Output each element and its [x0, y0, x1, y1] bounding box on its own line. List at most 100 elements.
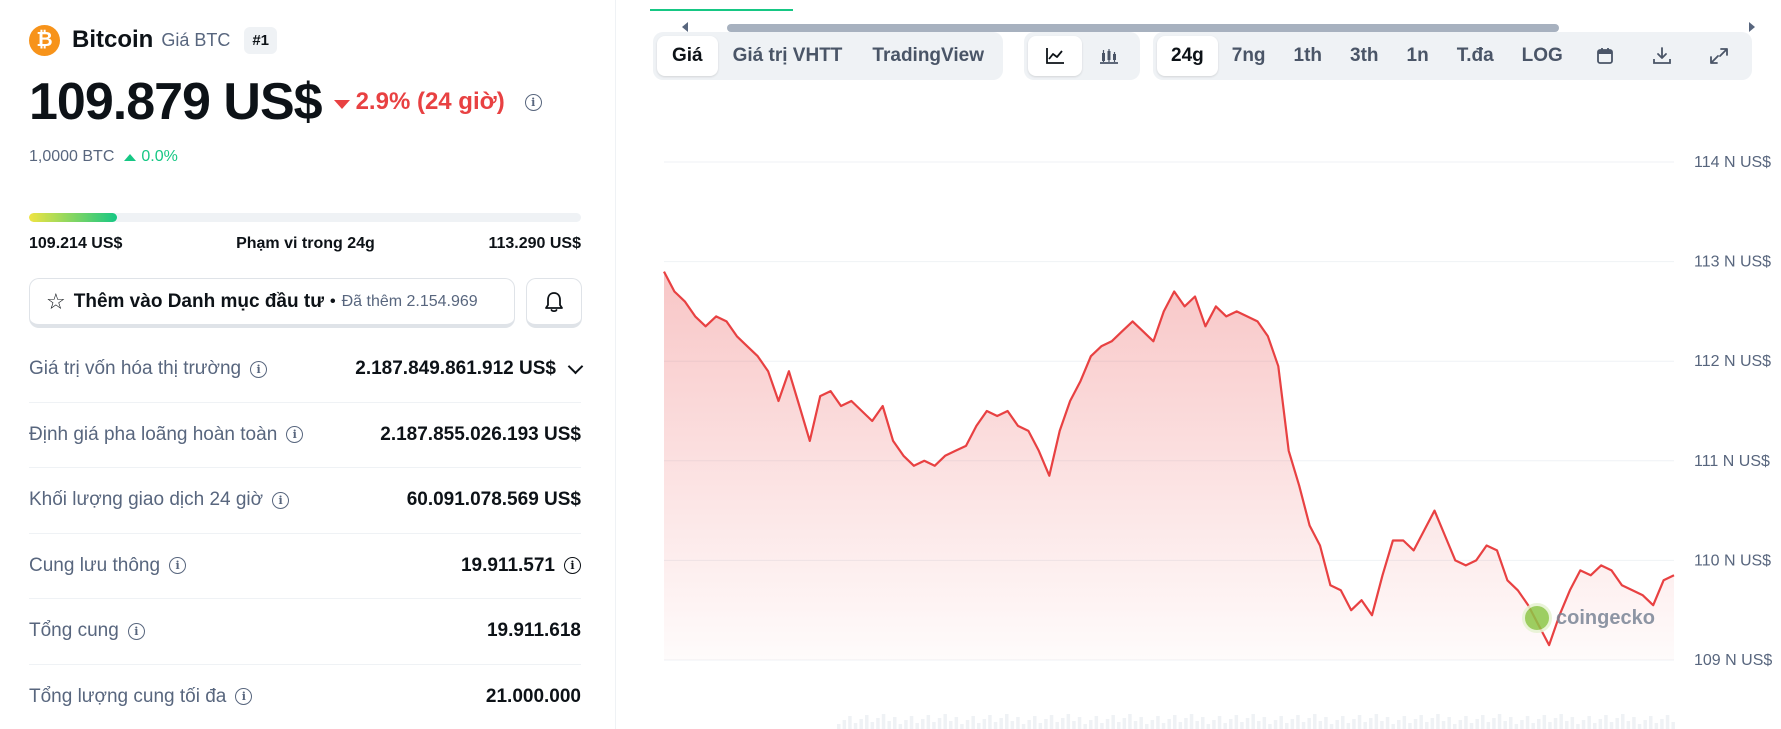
info-icon[interactable]: i — [250, 360, 268, 378]
stat-value-wrap: 21.000.000 — [486, 686, 581, 708]
range-tab-6[interactable]: LOG — [1521, 45, 1563, 66]
y-tick-label: 114 N US$ — [1694, 154, 1771, 171]
volume-bar — [1632, 717, 1636, 729]
stat-value-wrap: 60.091.078.569 US$ — [407, 489, 581, 511]
current-price: 109.879 US$ — [29, 73, 323, 131]
volume-bar — [1447, 717, 1451, 729]
volume-bar — [1621, 714, 1625, 729]
info-icon[interactable]: i — [524, 93, 542, 111]
volume-bar — [1615, 718, 1619, 729]
volume-bar — [1514, 724, 1519, 729]
stat-value-wrap[interactable]: 2.187.849.861.912 US$ — [355, 358, 584, 380]
coingecko-watermark: coingecko — [1522, 603, 1655, 633]
chevron-down-icon[interactable] — [567, 358, 584, 375]
info-icon[interactable]: i — [286, 426, 304, 444]
volume-bar — [1010, 721, 1015, 729]
volume-bar — [1458, 720, 1463, 729]
volume-bar — [1094, 716, 1099, 729]
btc-value: 1,0000 BTC — [29, 148, 115, 165]
scroll-left-icon[interactable] — [682, 22, 688, 32]
volume-bar — [954, 717, 959, 729]
candlestick-button[interactable] — [1082, 36, 1136, 76]
volume-bar — [1537, 719, 1541, 729]
volume-bar — [1357, 715, 1362, 729]
volume-bar — [1139, 717, 1143, 729]
stat-row: Cung lưu thông i 19.911.571 i — [29, 534, 581, 599]
volume-bar — [1380, 721, 1384, 729]
volume-bar — [1374, 714, 1379, 729]
volume-bar — [1346, 723, 1351, 729]
info-icon[interactable]: i — [272, 491, 290, 509]
price-chart[interactable]: 114 N US$ 113 N US$ 112 N US$ 111 N US$ 110 … — [617, 100, 1781, 729]
volume-bar — [1318, 721, 1323, 729]
volume-bar — [1626, 721, 1631, 729]
volume-bar — [893, 717, 897, 729]
volume-bar — [1593, 723, 1597, 729]
tab-view-0[interactable]: Giá — [657, 36, 718, 76]
volume-bar — [1408, 723, 1412, 729]
volume-bar — [1234, 715, 1239, 729]
volume-bar — [1559, 714, 1563, 729]
volume-bar — [1385, 717, 1390, 729]
line-chart-button[interactable] — [1028, 36, 1082, 76]
volume-bar — [881, 714, 886, 729]
volume-bar — [1509, 717, 1513, 729]
stat-label: Giá trị vốn hóa thị trường — [29, 358, 242, 380]
volume-bar — [842, 720, 847, 729]
range-tab-5[interactable]: T.đa — [1456, 45, 1494, 66]
volume-bar — [971, 716, 975, 729]
stat-row: Giá trị vốn hóa thị trường i 2.187.849.8… — [29, 337, 584, 403]
download-button[interactable] — [1634, 36, 1691, 76]
volume-bar — [1156, 716, 1160, 729]
calendar-button[interactable] — [1577, 36, 1634, 76]
tab-view-1[interactable]: Giá trị VHTT — [732, 45, 843, 66]
volume-bar — [1173, 715, 1177, 729]
volume-bar — [1324, 717, 1328, 729]
volume-bar — [837, 724, 841, 729]
add-to-portfolio-button[interactable]: ☆ Thêm vào Danh mục đầu tư • Đã thêm 2.1… — [29, 278, 515, 328]
volume-bar — [1363, 722, 1367, 729]
stat-value: 19.911.571 — [460, 554, 555, 576]
range-low: 109.214 US$ — [29, 235, 123, 252]
tab-view-2[interactable]: TradingView — [872, 45, 984, 66]
stat-value: 60.091.078.569 US$ — [406, 489, 581, 511]
volume-bar — [1503, 721, 1507, 729]
volume-bar — [865, 715, 869, 729]
info-icon[interactable]: i — [564, 557, 581, 575]
volume-bar — [937, 718, 942, 729]
volume-bar — [1262, 717, 1267, 729]
volume-bar — [1598, 719, 1603, 729]
volume-bar — [1212, 720, 1216, 729]
stat-value: 19.911.618 — [486, 620, 581, 642]
range-tab-3[interactable]: 3th — [1350, 45, 1379, 66]
price-alert-button[interactable] — [526, 278, 582, 328]
range-high: 113.290 US$ — [488, 235, 581, 252]
volume-bar — [1201, 717, 1205, 729]
volume-bar — [1223, 723, 1227, 729]
range-tab-0[interactable]: 24g — [1157, 36, 1218, 76]
volume-bar — [1671, 722, 1675, 729]
stats-table: Giá trị vốn hóa thị trường i 2.187.849.8… — [29, 337, 584, 729]
info-icon[interactable]: i — [127, 622, 145, 640]
range-tab-4[interactable]: 1n — [1406, 45, 1429, 66]
stat-value-wrap: 19.911.571 i — [461, 555, 581, 577]
caret-down-icon — [333, 99, 350, 109]
volume-bar — [1061, 718, 1065, 729]
volume-bar — [1161, 723, 1166, 729]
volume-bar — [1425, 722, 1429, 729]
volume-bar — [965, 720, 970, 729]
scroll-right-icon[interactable] — [1749, 22, 1755, 32]
volume-bar — [1402, 716, 1407, 729]
range-tab-1[interactable]: 7ng — [1231, 45, 1266, 66]
volume-bar — [1066, 714, 1071, 729]
range-tab-2[interactable]: 1th — [1293, 45, 1323, 66]
horizontal-scrollbar[interactable] — [727, 24, 1559, 32]
fullscreen-icon — [1710, 48, 1729, 64]
volume-bar — [1150, 720, 1155, 729]
fullscreen-button[interactable] — [1691, 36, 1748, 76]
volume-bar — [1643, 720, 1647, 729]
info-icon[interactable]: i — [235, 688, 253, 706]
volume-bar — [1587, 716, 1591, 729]
info-icon[interactable]: i — [169, 557, 187, 575]
volume-bar — [1229, 719, 1233, 729]
